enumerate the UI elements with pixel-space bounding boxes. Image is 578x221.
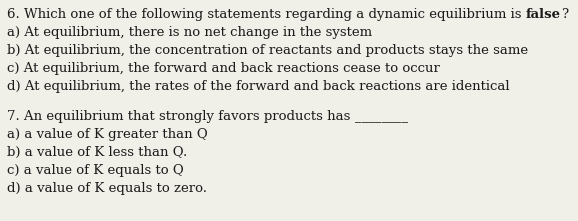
Text: d) At equilibrium, the rates of the forward and back reactions are identical: d) At equilibrium, the rates of the forw… xyxy=(7,80,510,93)
Text: 6. Which one of the following statements regarding a dynamic equilibrium is: 6. Which one of the following statements… xyxy=(7,8,526,21)
Text: b) a value of K less than Q.: b) a value of K less than Q. xyxy=(7,146,187,159)
Text: c) At equilibrium, the forward and back reactions cease to occur: c) At equilibrium, the forward and back … xyxy=(7,62,440,75)
Text: a) a value of K greater than Q: a) a value of K greater than Q xyxy=(7,128,208,141)
Text: b) At equilibrium, the concentration of reactants and products stays the same: b) At equilibrium, the concentration of … xyxy=(7,44,528,57)
Text: c) a value of K equals to Q: c) a value of K equals to Q xyxy=(7,164,184,177)
Text: a) At equilibrium, there is no net change in the system: a) At equilibrium, there is no net chang… xyxy=(7,26,372,39)
Text: ?: ? xyxy=(561,8,568,21)
Text: ________: ________ xyxy=(355,110,407,123)
Text: d) a value of K equals to zero.: d) a value of K equals to zero. xyxy=(7,182,207,195)
Text: false: false xyxy=(526,8,561,21)
Text: 7. An equilibrium that strongly favors products has: 7. An equilibrium that strongly favors p… xyxy=(7,110,355,123)
